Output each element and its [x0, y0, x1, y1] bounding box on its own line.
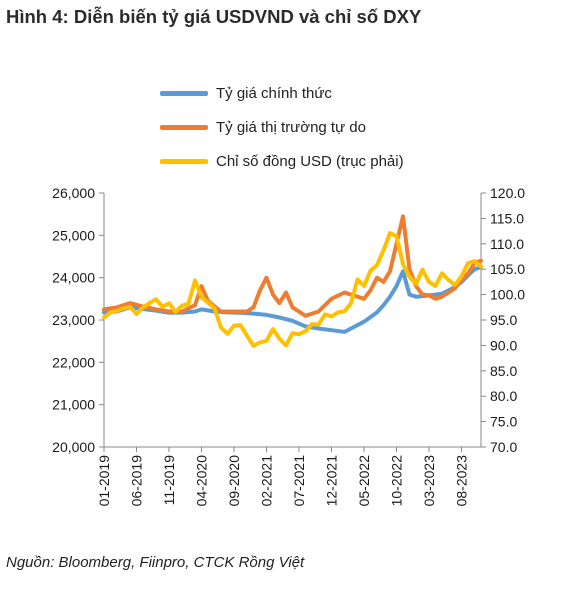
- x-tick-label: 04-2020: [194, 455, 210, 507]
- y-right-tick-label: 110.0: [490, 236, 524, 252]
- source-note: Nguồn: Bloomberg, Fiinpro, CTCK Rồng Việ…: [6, 554, 305, 571]
- y-right-tick-label: 115.0: [490, 210, 524, 226]
- y-left-tick-label: 22,000: [52, 354, 95, 370]
- y-right-tick-label: 95.0: [490, 312, 517, 328]
- y-left-tick-label: 25,000: [52, 227, 95, 243]
- x-tick-label: 02-2021: [259, 455, 275, 507]
- x-tick-label: 08-2023: [454, 455, 470, 507]
- x-tick-label: 06-2019: [129, 455, 145, 507]
- y-right-tick-label: 100.0: [490, 287, 525, 303]
- legend-label-free-market-rate: Tỷ giá thị trường tự do: [216, 118, 366, 136]
- x-tick-label: 07-2021: [291, 455, 307, 507]
- x-tick-label: 11-2019: [161, 455, 177, 506]
- y-right-tick-label: 105.0: [490, 261, 525, 277]
- y-right-tick-label: 70.0: [490, 439, 517, 455]
- legend-label-official-rate: Tỷ giá chính thức: [216, 84, 332, 102]
- chart-svg: 20,000 21,000 22,000 23,000 24,000 25,000 26,0…: [52, 185, 525, 507]
- x-tick-label: 12-2021: [324, 455, 340, 507]
- y-right-tick-label: 120.0: [490, 185, 525, 201]
- x-tick-label: 01-2019: [96, 455, 112, 507]
- y-right-tick-label: 85.0: [490, 363, 517, 379]
- series-dxy-line: [102, 231, 483, 348]
- legend-swatch-free-market-rate: [160, 124, 208, 130]
- y-right-tick-label: 80.0: [490, 388, 517, 404]
- legend-label-dxy: Chỉ số đồng USD (trục phải): [216, 152, 404, 170]
- legend-item-free-market-rate: Tỷ giá thị trường tự do: [160, 110, 404, 144]
- y-left-tick-label: 23,000: [52, 312, 95, 328]
- legend-item-official-rate: Tỷ giá chính thức: [160, 76, 404, 110]
- y-left-tick-label: 21,000: [52, 397, 95, 413]
- y-right-tick-label: 90.0: [490, 337, 517, 353]
- x-tick-label: 09-2020: [226, 455, 242, 507]
- x-tick-label: 10-2022: [389, 455, 405, 507]
- legend-swatch-official-rate: [160, 90, 208, 96]
- series-free-market-rate-line: [102, 214, 483, 318]
- x-tick-label: 05-2022: [356, 455, 372, 507]
- figure-title: Hình 4: Diễn biến tỷ giá USDVND và chỉ s…: [6, 6, 422, 27]
- y-left-tick-label: 20,000: [52, 439, 95, 455]
- y-left-tick-label: 24,000: [52, 270, 95, 286]
- y-left-tick-label: 26,000: [52, 185, 95, 201]
- legend-swatch-dxy: [160, 158, 208, 164]
- legend-item-dxy: Chỉ số đồng USD (trục phải): [160, 144, 404, 178]
- chart-legend: Tỷ giá chính thức Tỷ giá thị trường tự d…: [160, 76, 404, 178]
- y-right-tick-label: 75.0: [490, 414, 517, 430]
- x-tick-label: 03-2023: [421, 455, 437, 507]
